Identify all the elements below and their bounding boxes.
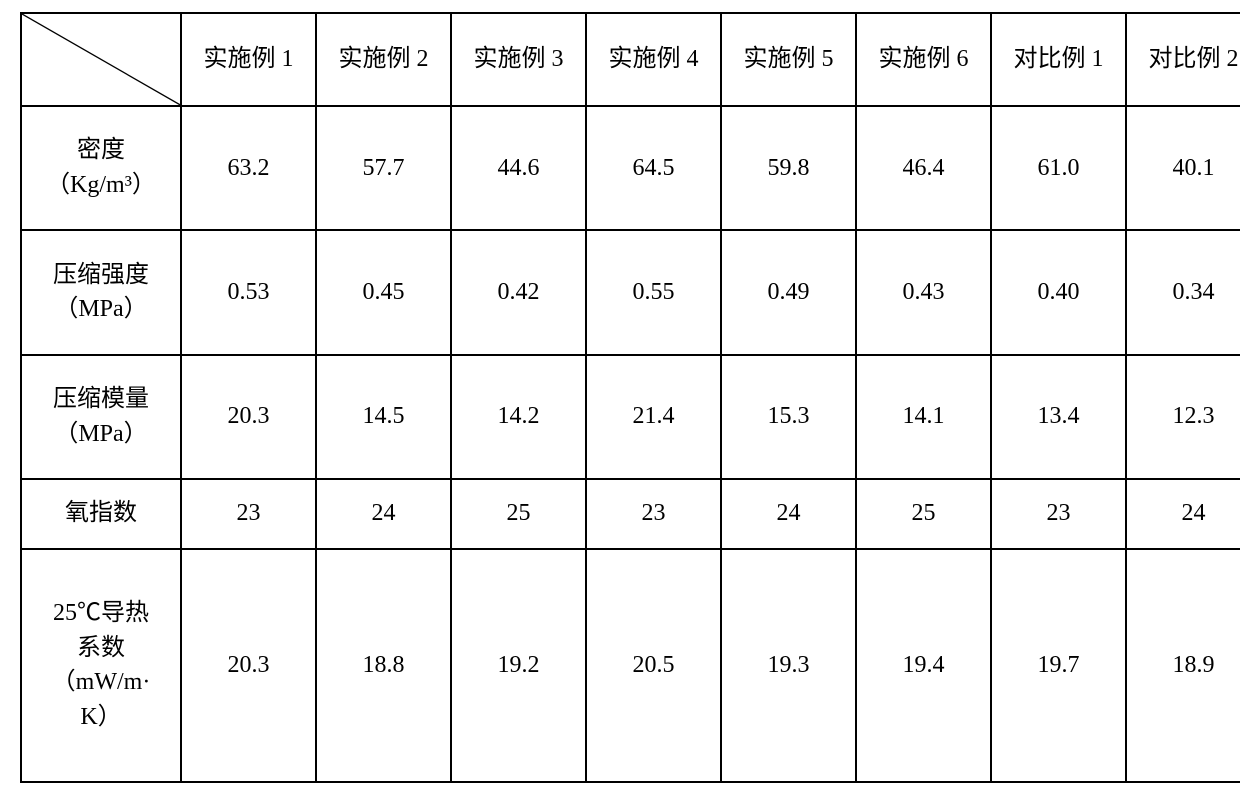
data-table: 实施例 1 实施例 2 实施例 3 实施例 4 实施例 5 实施例 6 对比例 … xyxy=(20,12,1240,783)
cell: 13.4 xyxy=(991,355,1126,479)
col-header: 实施例 4 xyxy=(586,13,721,106)
cell: 64.5 xyxy=(586,106,721,230)
row-header: 压缩强度 （MPa） xyxy=(21,230,181,354)
cell: 21.4 xyxy=(586,355,721,479)
cell: 0.42 xyxy=(451,230,586,354)
col-header: 实施例 1 xyxy=(181,13,316,106)
row-label-line: 25℃导热 xyxy=(53,600,149,626)
cell: 25 xyxy=(451,479,586,549)
cell: 44.6 xyxy=(451,106,586,230)
cell: 0.43 xyxy=(856,230,991,354)
cell: 23 xyxy=(991,479,1126,549)
table-container: 实施例 1 实施例 2 实施例 3 实施例 4 实施例 5 实施例 6 对比例 … xyxy=(0,0,1240,795)
cell: 0.55 xyxy=(586,230,721,354)
col-header: 实施例 5 xyxy=(721,13,856,106)
cell: 46.4 xyxy=(856,106,991,230)
table-row: 密度 （Kg/m³） 63.2 57.7 44.6 64.5 59.8 46.4… xyxy=(21,106,1240,230)
cell: 24 xyxy=(1126,479,1240,549)
cell: 12.3 xyxy=(1126,355,1240,479)
cell: 0.34 xyxy=(1126,230,1240,354)
cell: 14.2 xyxy=(451,355,586,479)
row-header: 压缩模量 （MPa） xyxy=(21,355,181,479)
row-header: 25℃导热 系数 （mW/m· K） xyxy=(21,549,181,782)
cell: 18.8 xyxy=(316,549,451,782)
table-row: 氧指数 23 24 25 23 24 25 23 24 xyxy=(21,479,1240,549)
cell: 23 xyxy=(586,479,721,549)
row-label-line: 压缩强度 xyxy=(53,262,149,288)
cell: 61.0 xyxy=(991,106,1126,230)
col-header: 对比例 1 xyxy=(991,13,1126,106)
cell: 25 xyxy=(856,479,991,549)
cell: 0.49 xyxy=(721,230,856,354)
cell: 19.4 xyxy=(856,549,991,782)
cell: 23 xyxy=(181,479,316,549)
cell: 14.1 xyxy=(856,355,991,479)
row-header: 氧指数 xyxy=(21,479,181,549)
cell: 19.7 xyxy=(991,549,1126,782)
cell: 59.8 xyxy=(721,106,856,230)
col-header: 实施例 2 xyxy=(316,13,451,106)
cell: 20.3 xyxy=(181,549,316,782)
corner-cell xyxy=(21,13,181,106)
cell: 20.5 xyxy=(586,549,721,782)
cell: 19.2 xyxy=(451,549,586,782)
cell: 14.5 xyxy=(316,355,451,479)
row-label-line: （mW/m· xyxy=(52,669,151,695)
row-label-line: （MPa） xyxy=(54,296,147,322)
row-label-line: K） xyxy=(80,704,121,730)
row-label-line: （MPa） xyxy=(54,421,147,447)
cell: 24 xyxy=(316,479,451,549)
cell: 57.7 xyxy=(316,106,451,230)
cell: 20.3 xyxy=(181,355,316,479)
cell: 40.1 xyxy=(1126,106,1240,230)
table-row: 压缩强度 （MPa） 0.53 0.45 0.42 0.55 0.49 0.43… xyxy=(21,230,1240,354)
cell: 19.3 xyxy=(721,549,856,782)
col-header: 对比例 2 xyxy=(1126,13,1240,106)
row-label-line: 压缩模量 xyxy=(53,386,149,412)
table-row: 压缩模量 （MPa） 20.3 14.5 14.2 21.4 15.3 14.1… xyxy=(21,355,1240,479)
cell: 0.53 xyxy=(181,230,316,354)
cell: 24 xyxy=(721,479,856,549)
col-header: 实施例 3 xyxy=(451,13,586,106)
row-label-line: 系数 xyxy=(77,635,125,661)
row-label-line: 密度 xyxy=(77,137,125,163)
row-label-line: （Kg/m³） xyxy=(46,172,156,198)
table-row: 25℃导热 系数 （mW/m· K） 20.3 18.8 19.2 20.5 1… xyxy=(21,549,1240,782)
row-label-line: 氧指数 xyxy=(65,500,137,526)
cell: 0.45 xyxy=(316,230,451,354)
cell: 63.2 xyxy=(181,106,316,230)
cell: 0.40 xyxy=(991,230,1126,354)
cell: 18.9 xyxy=(1126,549,1240,782)
header-row: 实施例 1 实施例 2 实施例 3 实施例 4 实施例 5 实施例 6 对比例 … xyxy=(21,13,1240,106)
cell: 15.3 xyxy=(721,355,856,479)
col-header: 实施例 6 xyxy=(856,13,991,106)
row-header: 密度 （Kg/m³） xyxy=(21,106,181,230)
